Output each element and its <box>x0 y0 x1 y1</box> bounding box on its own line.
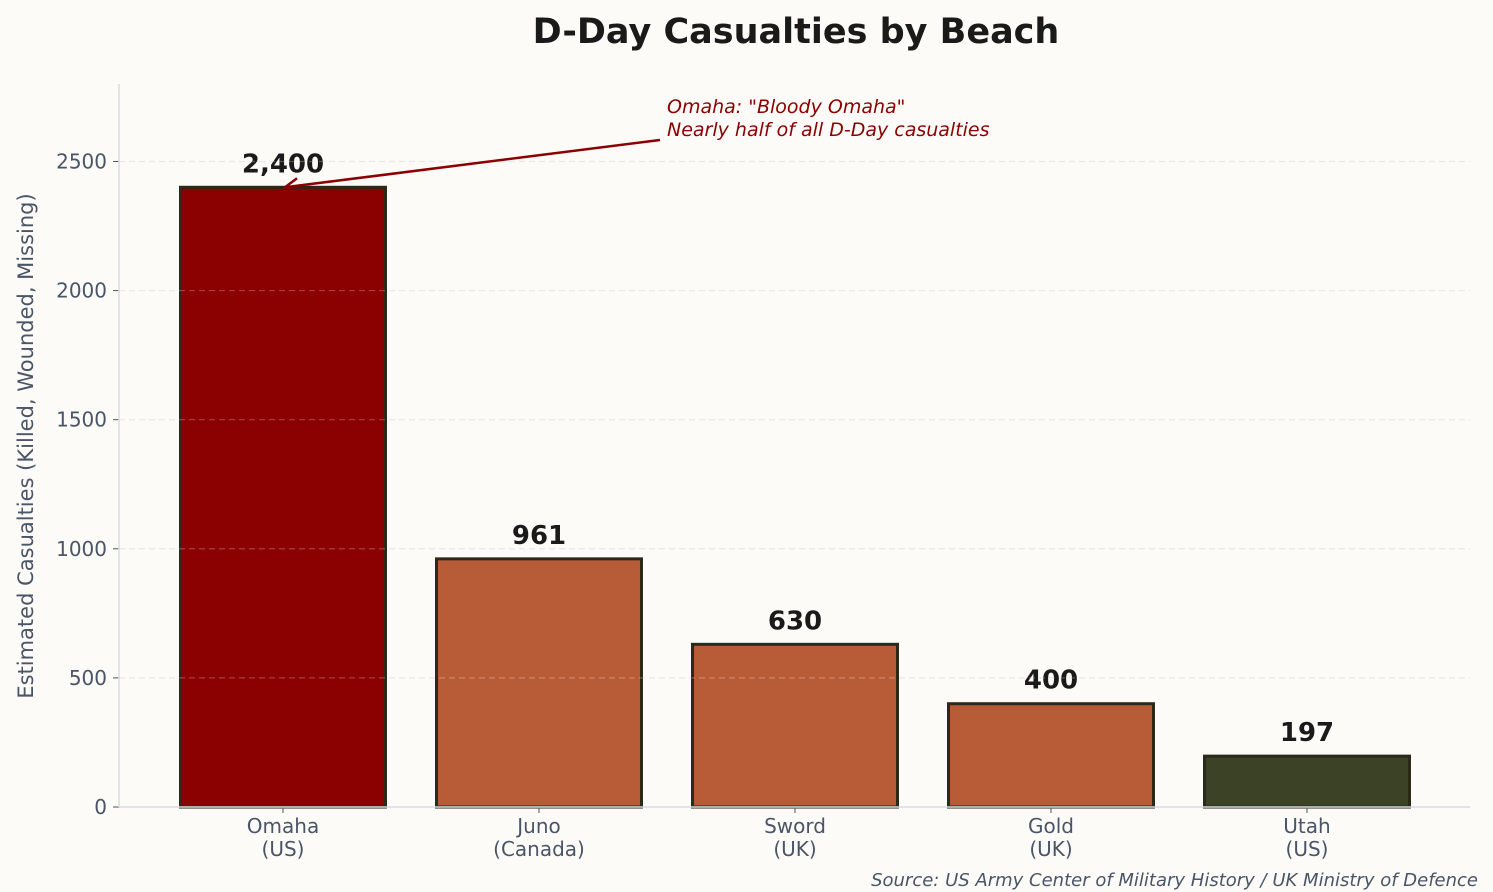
chart-title: D-Day Casualties by Beach <box>533 12 1060 52</box>
x-tick-label: (UK) <box>773 837 816 861</box>
bar <box>947 702 1155 809</box>
annotation-text: Omaha: "Bloody Omaha" <box>667 96 905 118</box>
x-tick-label: Omaha <box>247 814 319 838</box>
bar <box>179 185 387 809</box>
bar <box>435 557 643 809</box>
bars: 2,400 961 630 400 197 <box>119 149 1470 809</box>
axes: 05001000150020002500Omaha(US)Juno(Canada… <box>56 84 1470 861</box>
y-tick-label: 500 <box>69 666 107 690</box>
data-label: 197 <box>1280 718 1334 748</box>
data-label: 2,400 <box>242 149 324 179</box>
data-label: 400 <box>1024 666 1078 696</box>
data-label: 961 <box>512 521 566 551</box>
bar <box>691 642 899 809</box>
x-tick-label: Gold <box>1028 814 1074 838</box>
x-tick-label: (US) <box>262 837 305 861</box>
x-tick-label: (US) <box>1286 837 1329 861</box>
x-tick-label: Sword <box>764 814 826 838</box>
x-tick-label: Juno <box>515 814 561 838</box>
x-tick-label: Utah <box>1283 814 1330 838</box>
annotation-text: Nearly half of all D-Day casualties <box>667 119 990 141</box>
y-tick-label: 0 <box>94 795 107 819</box>
x-tick-label: (UK) <box>1029 837 1072 861</box>
bar <box>1203 754 1411 809</box>
source-note: Source: US Army Center of Military Histo… <box>871 870 1478 891</box>
y-tick-label: 1500 <box>56 408 107 432</box>
y-tick-label: 2000 <box>56 279 107 303</box>
y-axis-label: Estimated Casualties (Killed, Wounded, M… <box>14 193 38 698</box>
data-label: 630 <box>768 606 822 636</box>
annotation-arrow <box>284 138 661 189</box>
x-tick-label: (Canada) <box>493 837 585 861</box>
annotation: Omaha: "Bloody Omaha"Nearly half of all … <box>284 96 990 194</box>
arrowhead-icon <box>284 177 299 194</box>
y-tick-label: 2500 <box>56 149 107 173</box>
y-tick-label: 1000 <box>56 537 107 561</box>
